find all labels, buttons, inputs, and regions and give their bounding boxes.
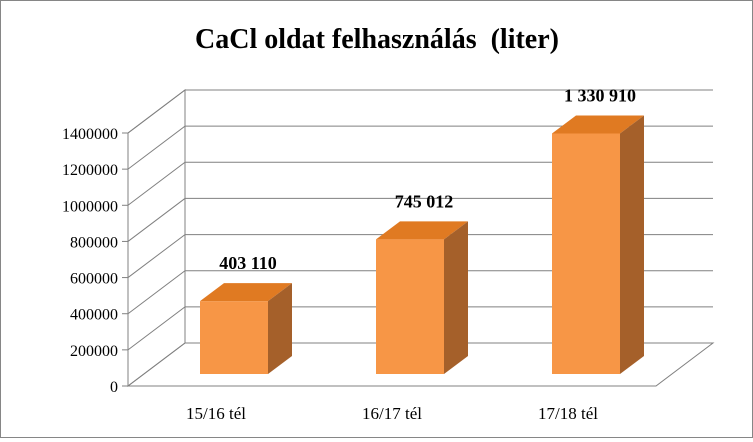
y-axis-ticks: 0 200000 400000 600000 800000 1000000 1200000 1… (62, 126, 128, 396)
data-label: 1 330 910 (564, 85, 636, 105)
y-tick-label: 600000 (70, 271, 118, 288)
data-labels: 403 110 745 012 1 330 910 (219, 85, 636, 273)
bars (200, 115, 644, 375)
bar-side (444, 221, 468, 374)
bar (200, 283, 292, 374)
y-tick-label: 1200000 (62, 162, 118, 179)
bar-top (552, 115, 644, 134)
bar-top (200, 283, 292, 302)
x-category-label: 17/18 tél (538, 404, 598, 423)
y-tick-label: 1400000 (62, 126, 118, 143)
y-tick-label: 400000 (70, 307, 118, 324)
y-tick-label: 1000000 (62, 198, 118, 215)
x-category-label: 16/17 tél (362, 404, 422, 423)
gridline (127, 306, 713, 351)
chart-title: CaCl oldat felhasználás (liter) (195, 24, 559, 55)
bar-top (376, 221, 468, 240)
bar (376, 221, 468, 374)
gridline (127, 234, 713, 278)
gridline (127, 197, 713, 242)
bar (552, 115, 644, 375)
side-wall (127, 88, 186, 388)
bar-front (552, 133, 620, 374)
x-category-label: 15/16 tél (186, 404, 246, 423)
y-tick-label: 200000 (70, 343, 118, 360)
y-tick-label: 0 (110, 379, 118, 396)
bar-side (620, 115, 644, 375)
gridline (127, 161, 713, 206)
data-label: 403 110 (219, 253, 277, 273)
bar-side (268, 283, 292, 374)
x-axis-labels: 15/16 tél 16/17 tél 17/18 tél (186, 404, 598, 423)
bar-front (376, 239, 444, 374)
gridline (127, 125, 713, 170)
gridline (127, 89, 713, 134)
gridlines (127, 89, 713, 351)
data-label: 745 012 (395, 191, 454, 211)
gridline (127, 270, 713, 315)
y-tick-label: 800000 (70, 234, 118, 251)
bar-front (200, 301, 268, 374)
floor (126, 342, 715, 387)
